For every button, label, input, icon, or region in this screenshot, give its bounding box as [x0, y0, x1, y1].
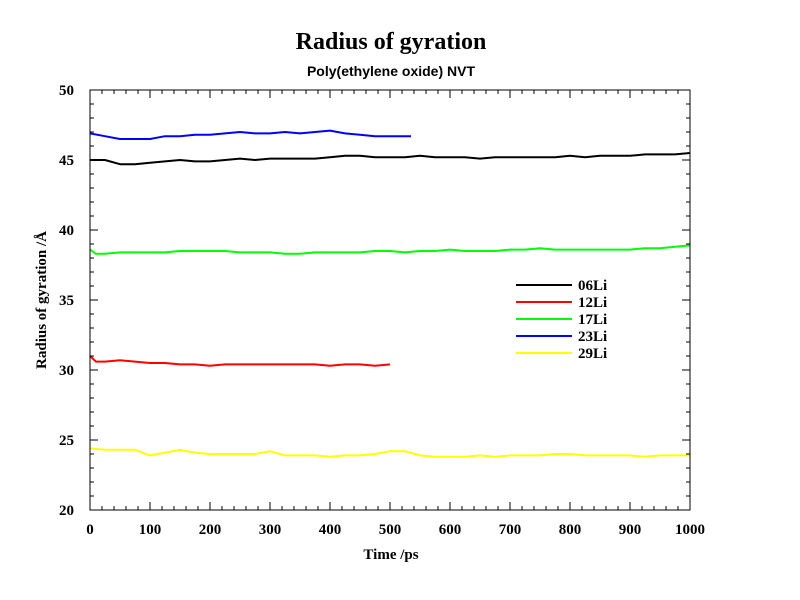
series-line-06Li [90, 152, 691, 166]
y-tick-label: 20 [59, 503, 74, 519]
x-axis-label: Time /ps [363, 547, 418, 563]
x-tick-label: 800 [559, 522, 582, 538]
y-tick-label: 35 [59, 293, 74, 309]
x-tick-label: 1000 [675, 522, 705, 538]
x-tick-label: 500 [379, 522, 402, 538]
y-tick-label: 45 [59, 153, 74, 169]
legend-label-06Li: 06Li [578, 278, 607, 294]
y-tick-label: 50 [59, 83, 74, 99]
x-tick-label: 400 [319, 522, 342, 538]
series-line-17Li [89, 244, 691, 255]
x-tick-label: 300 [259, 522, 282, 538]
series-line-29Li [89, 447, 690, 458]
chart-title: Radius of gyration [296, 29, 487, 55]
y-tick-label: 25 [59, 433, 74, 449]
x-tick-label: 200 [199, 522, 222, 538]
x-tick-label: 100 [139, 522, 162, 538]
legend-label-29Li: 29Li [578, 346, 607, 362]
series-layer [89, 129, 691, 458]
axes-layer: 0 100 200 300 400 500 600 700 800 900 1000 20 25 30 35… [59, 83, 705, 538]
legend-label-23Li: 23Li [578, 329, 607, 345]
x-tick-label: 0 [86, 522, 94, 538]
y-tick-label: 30 [59, 363, 74, 379]
series-line-23Li [89, 129, 411, 140]
y-axis-label: Radius of gyration /Å [34, 231, 50, 369]
y-tick-label: 40 [59, 223, 74, 239]
x-tick-label: 600 [439, 522, 462, 538]
x-tick-label: 700 [499, 522, 522, 538]
series-line-12Li [89, 355, 391, 367]
legend-label-17Li: 17Li [578, 312, 607, 328]
chart-subtitle: Poly(ethylene oxide) NVT [307, 63, 475, 79]
x-tick-label: 900 [619, 522, 642, 538]
legend-label-12Li: 12Li [578, 295, 607, 311]
